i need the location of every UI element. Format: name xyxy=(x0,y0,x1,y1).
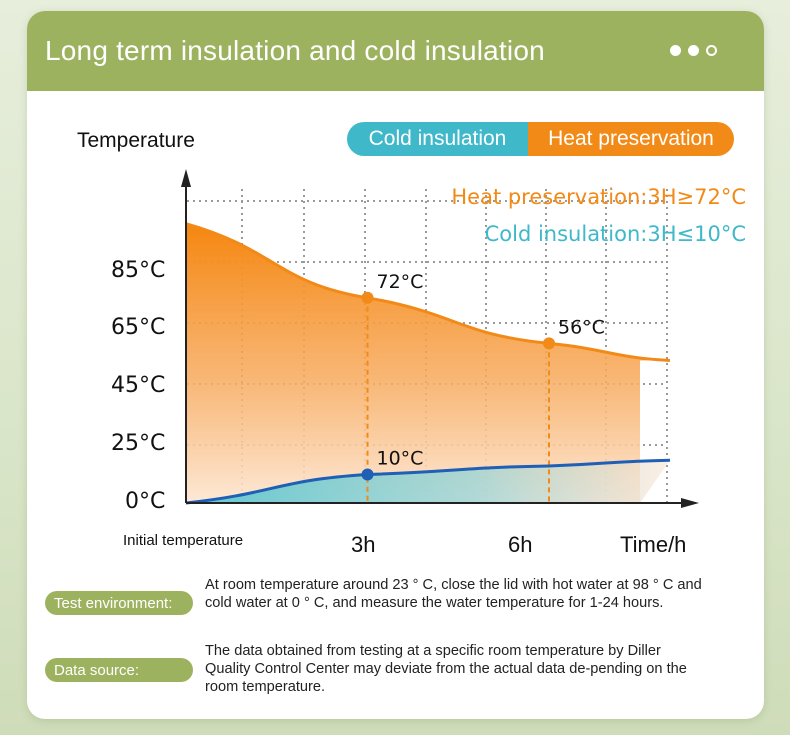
y-tick-65: 65°C xyxy=(111,315,165,340)
pager-dot-3[interactable] xyxy=(706,45,717,56)
page-title: Long term insulation and cold insulation xyxy=(45,35,545,66)
pager-dot-1[interactable] xyxy=(670,45,681,56)
temperature-chart: 72°C56°C10°C Temperature 85°C 65°C 45°C … xyxy=(77,129,746,557)
cold-note: Cold insulation:3H≤10°C xyxy=(485,222,746,246)
y-tick-0: 0°C xyxy=(125,489,165,514)
mode-toggle[interactable]: Cold insulation Heat preservation xyxy=(347,122,734,156)
heat-note: Heat preservation:3H≥72°C xyxy=(451,185,746,209)
cold-point-0 xyxy=(361,468,374,481)
heat-line xyxy=(185,222,671,362)
info-card: Long term insulation and cold insulation… xyxy=(27,11,764,719)
heat-area xyxy=(186,223,670,503)
x-tick-3h: 3h xyxy=(351,532,375,557)
data-source-badge: Data source: xyxy=(45,658,193,682)
x-axis-title: Time/h xyxy=(620,532,686,557)
cold-point-label-0: 10°C xyxy=(377,448,424,470)
y-axis-arrow xyxy=(181,169,191,187)
pager-dot-2[interactable] xyxy=(688,45,699,56)
test-environment-text: At room temperature around 23 ° C, close… xyxy=(205,577,702,611)
heat-point-label-0: 72°C xyxy=(377,271,424,293)
heat-point-1 xyxy=(543,337,555,350)
test-environment-badge: Test environment: xyxy=(45,591,193,615)
y-tick-45: 45°C xyxy=(111,373,165,398)
y-tick-25: 25°C xyxy=(111,431,165,456)
heat-point-0 xyxy=(361,291,374,304)
x-start-label: Initial temperature xyxy=(123,532,243,549)
cold-line xyxy=(185,458,671,505)
x-tick-6h: 6h xyxy=(508,532,532,557)
card-header: Long term insulation and cold insulation xyxy=(27,11,764,91)
y-axis-title: Temperature xyxy=(77,129,195,152)
toggle-heat-preservation[interactable]: Heat preservation xyxy=(528,122,734,156)
heat-point-label-1: 56°C xyxy=(558,316,605,338)
toggle-cold-insulation[interactable]: Cold insulation xyxy=(347,122,528,156)
y-tick-85: 85°C xyxy=(111,258,165,283)
pager-dots[interactable] xyxy=(670,45,717,56)
data-source-text: The data obtained from testing at a spec… xyxy=(205,643,687,695)
x-axis-arrow xyxy=(681,498,699,508)
